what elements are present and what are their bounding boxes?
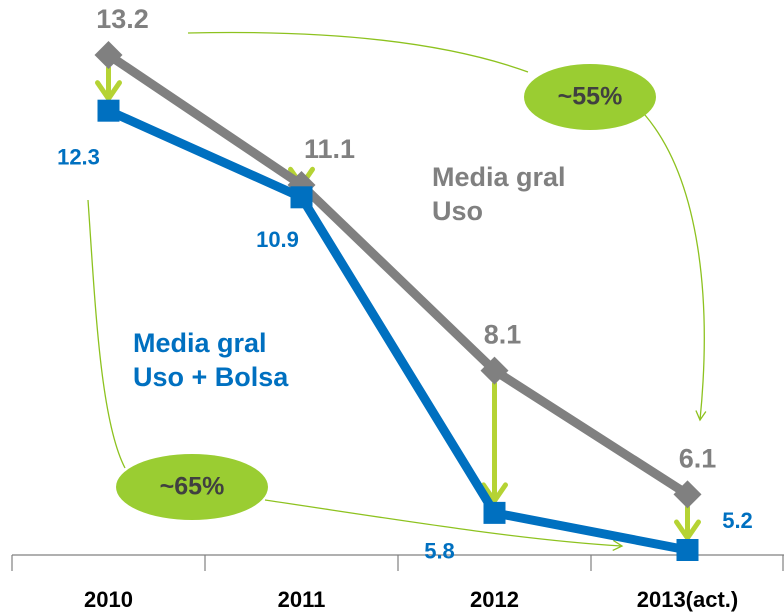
- data-label: 13.2: [96, 4, 149, 34]
- data-label: 8.1: [484, 320, 522, 350]
- point-marker: [483, 501, 506, 524]
- point-marker: [97, 99, 120, 122]
- drop-arrow-head: [481, 482, 508, 506]
- point-marker: [676, 539, 699, 561]
- x-tick-label: 2012: [470, 587, 519, 612]
- data-label: 10.9: [256, 227, 299, 252]
- point-marker: [94, 41, 123, 69]
- series-line: [106, 106, 689, 555]
- data-label: 6.1: [679, 443, 717, 473]
- point-marker: [480, 356, 509, 385]
- x-tick-label: 2013(act.): [637, 587, 739, 612]
- data-label: 5.8: [424, 539, 455, 564]
- data-label: 11.1: [304, 134, 355, 164]
- point-marker: [673, 480, 702, 509]
- trend-arrow: [644, 114, 707, 422]
- series-label: Media gral Uso: [432, 162, 566, 226]
- series-label: Media gral Uso + Bolsa: [133, 328, 289, 392]
- series-line: [105, 51, 690, 499]
- data-label: 12.3: [57, 145, 100, 170]
- annotation: ~55%: [558, 83, 623, 111]
- drop-arrow-head: [674, 519, 701, 543]
- annotation-bubble: [524, 64, 656, 130]
- trend-arrow: [187, 31, 529, 73]
- drop-arrow-head: [95, 80, 122, 104]
- x-tick-label: 2010: [84, 587, 133, 612]
- point-marker: [290, 186, 313, 209]
- annotation: ~65%: [160, 473, 225, 501]
- trend-arrow: [87, 199, 126, 469]
- annotation-bubble: [116, 454, 268, 520]
- trend-arrow: [264, 499, 624, 552]
- data-label: 5.2: [722, 508, 753, 533]
- x-tick-label: 2011: [278, 587, 326, 612]
